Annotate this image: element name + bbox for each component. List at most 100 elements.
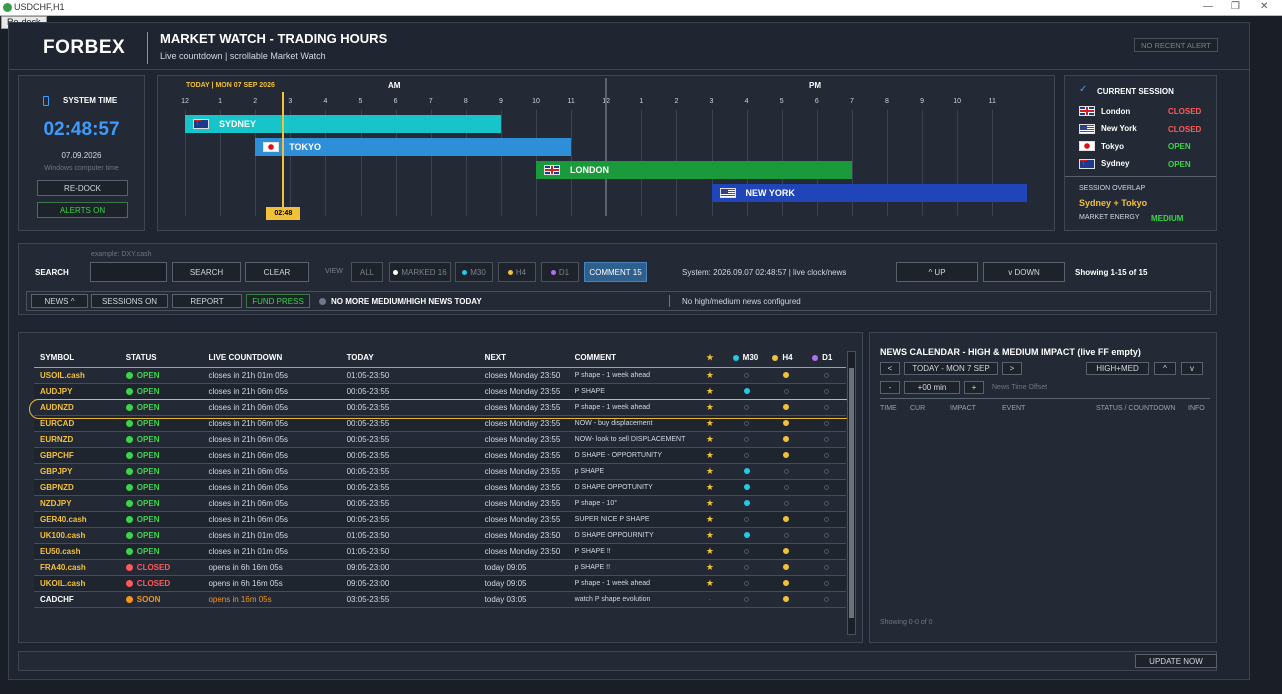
symbol-cell[interactable]: UKOIL.cash	[34, 575, 120, 592]
empty-marker-icon[interactable]	[783, 388, 789, 394]
empty-marker-icon[interactable]	[823, 532, 829, 538]
table-row[interactable]: GBPNZD OPEN closes in 21h 06m 05s 00:05-23:…	[34, 479, 846, 496]
h4-marker-icon[interactable]	[783, 580, 790, 587]
star-cell[interactable]: ★	[693, 543, 727, 560]
m30-marker-icon[interactable]	[743, 388, 750, 395]
news-day-button[interactable]: TODAY - MON 7 SEP	[904, 362, 998, 375]
star-icon[interactable]: ★	[705, 385, 714, 396]
report-button[interactable]: REPORT	[172, 294, 242, 308]
h4-cell[interactable]	[766, 575, 807, 592]
table-row[interactable]: EU50.cash OPEN closes in 21h 01m 05s 01:05-…	[34, 543, 846, 560]
alerts-toggle[interactable]: ALERTS ON	[37, 202, 128, 218]
table-row[interactable]: CADCHF SOON opens in 16m 05s 03:05-23:55 tod…	[34, 591, 846, 608]
table-row[interactable]: FRA40.cash CLOSED opens in 6h 16m 05s 09:05…	[34, 559, 846, 576]
comment-cell[interactable]: D SHAPE OPPOURNITY	[568, 527, 694, 544]
table-row[interactable]: GBPJPY OPEN closes in 21h 06m 05s 00:05-23:…	[34, 463, 846, 480]
update-now-button[interactable]: UPDATE NOW	[1135, 654, 1217, 668]
symbol-cell[interactable]: USOIL.cash	[34, 367, 120, 384]
column-header[interactable]: NEXT	[478, 349, 569, 368]
empty-marker-icon[interactable]	[744, 596, 750, 602]
h4-cell[interactable]	[766, 527, 807, 544]
h4-marker-icon[interactable]	[783, 420, 790, 427]
star-cell[interactable]: ★	[693, 559, 727, 576]
d1-cell[interactable]	[806, 415, 846, 432]
star-icon[interactable]: ★	[705, 545, 714, 556]
m30-cell[interactable]	[726, 479, 767, 496]
d1-cell[interactable]	[806, 591, 846, 608]
h4-marker-icon[interactable]	[783, 548, 790, 555]
star-cell[interactable]: ★	[693, 511, 727, 528]
h4-marker-icon[interactable]	[783, 452, 790, 459]
d1-cell[interactable]	[806, 367, 846, 384]
star-icon[interactable]: ★	[705, 481, 714, 492]
column-header[interactable]: ★	[693, 349, 727, 368]
column-header[interactable]: M30	[726, 349, 767, 368]
comment-cell[interactable]: P SHAPE !!	[568, 543, 694, 560]
star-cell[interactable]: ★	[693, 479, 727, 496]
comment-cell[interactable]: P shape - 1 week ahead	[568, 575, 694, 592]
close-icon[interactable]: ✕	[1260, 1, 1269, 12]
d1-cell[interactable]	[806, 559, 846, 576]
table-row[interactable]: UK100.cash OPEN closes in 21h 01m 05s 01:05…	[34, 527, 846, 544]
symbol-cell[interactable]: EU50.cash	[34, 543, 120, 560]
news-scroll-up-button[interactable]: ^	[1154, 362, 1176, 375]
star-cell[interactable]: ★	[693, 463, 727, 480]
empty-marker-icon[interactable]	[823, 420, 829, 426]
star-cell[interactable]: ★	[693, 415, 727, 432]
restore-icon[interactable]: ❐	[1231, 1, 1240, 12]
m30-cell[interactable]	[726, 527, 767, 544]
news-toggle-button[interactable]: NEWS ^	[31, 294, 88, 308]
column-header[interactable]: SYMBOL	[34, 349, 120, 368]
clear-button[interactable]: CLEAR	[245, 262, 309, 282]
news-offset-minus-button[interactable]: -	[880, 381, 900, 394]
h4-cell[interactable]	[766, 543, 807, 560]
symbol-cell[interactable]: AUDJPY	[34, 383, 120, 400]
symbol-cell[interactable]: UK100.cash	[34, 527, 120, 544]
empty-marker-icon[interactable]	[783, 532, 789, 538]
d1-cell[interactable]	[806, 383, 846, 400]
d1-cell[interactable]	[806, 495, 846, 512]
symbol-cell[interactable]: FRA40.cash	[34, 559, 120, 576]
h4-cell[interactable]	[766, 479, 807, 496]
m30-marker-icon[interactable]	[743, 484, 750, 491]
symbol-cell[interactable]: NZDJPY	[34, 495, 120, 512]
d1-cell[interactable]	[806, 575, 846, 592]
comment-cell[interactable]: NOW - buy displacement	[568, 415, 694, 432]
star-icon[interactable]: ★	[705, 577, 714, 588]
d1-cell[interactable]	[806, 431, 846, 448]
d1-cell[interactable]	[806, 527, 846, 544]
m30-cell[interactable]	[726, 511, 767, 528]
empty-marker-icon[interactable]	[823, 452, 829, 458]
comment-cell[interactable]: P shape - 1 week ahead	[568, 367, 694, 384]
empty-marker-icon[interactable]	[823, 548, 829, 554]
minimize-icon[interactable]: —	[1203, 1, 1213, 12]
comment-cell[interactable]: P shape - 1 week ahead	[568, 399, 694, 416]
table-row[interactable]: UKOIL.cash CLOSED opens in 6h 16m 05s 09:05…	[34, 575, 846, 592]
star-icon[interactable]: ★	[705, 449, 714, 460]
scroll-up-button[interactable]: ^ UP	[896, 262, 978, 282]
star-cell[interactable]: ★	[693, 527, 727, 544]
h4-marker-icon[interactable]	[783, 516, 790, 523]
star-cell[interactable]: ★	[693, 431, 727, 448]
session-bar-gb[interactable]: LONDON	[536, 161, 852, 179]
star-cell[interactable]: ★	[693, 383, 727, 400]
star-icon[interactable]: ★	[705, 465, 714, 476]
m30-cell[interactable]	[726, 367, 767, 384]
h4-cell[interactable]	[766, 591, 807, 608]
table-row[interactable]: AUDJPY OPEN closes in 21h 06m 05s 00:05-23:…	[34, 383, 846, 400]
news-next-day-button[interactable]: >	[1002, 362, 1022, 375]
session-bar-jp[interactable]: TOKYO	[255, 138, 572, 156]
h4-cell[interactable]	[766, 447, 807, 464]
h4-marker-icon[interactable]	[783, 436, 790, 443]
comment-cell[interactable]: p SHAPE !!	[568, 559, 694, 576]
empty-marker-icon[interactable]	[744, 516, 750, 522]
empty-marker-icon[interactable]	[823, 596, 829, 602]
h4-cell[interactable]	[766, 431, 807, 448]
star-cell[interactable]: ★	[693, 495, 727, 512]
star-icon[interactable]: ★	[705, 513, 714, 524]
column-header[interactable]: TODAY	[340, 349, 479, 368]
redock-button[interactable]: RE-DOCK	[37, 180, 128, 196]
empty-marker-icon[interactable]	[823, 516, 829, 522]
table-row[interactable]: GER40.cash OPEN closes in 21h 06m 05s 00:05…	[34, 511, 846, 528]
symbol-cell[interactable]: GBPCHF	[34, 447, 120, 464]
